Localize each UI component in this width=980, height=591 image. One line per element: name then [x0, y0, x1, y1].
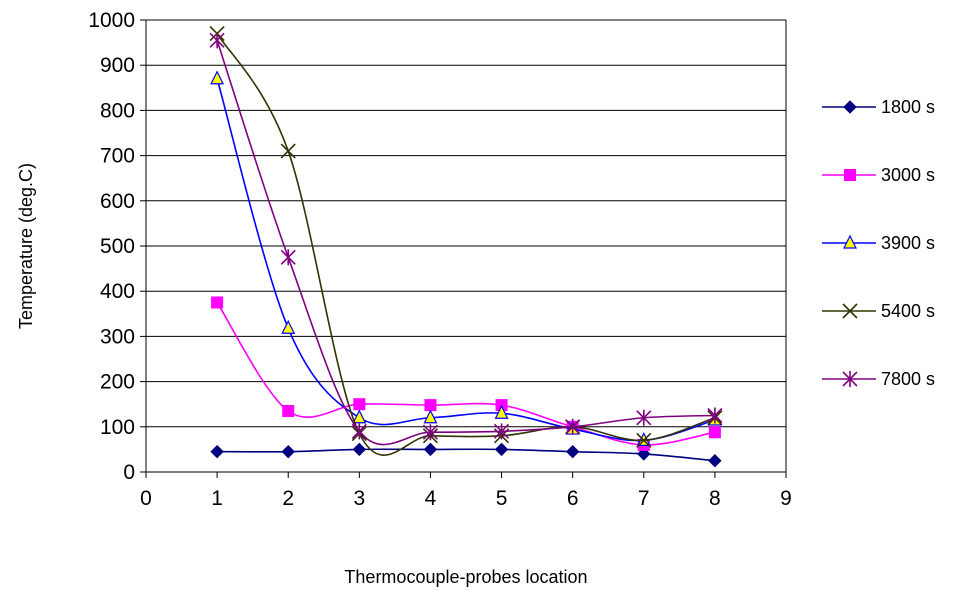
axes: [140, 19, 787, 478]
x-tick-label: 1: [211, 487, 223, 510]
x-axis-title: Thermocouple-probes location: [344, 567, 587, 587]
data-point-marker: [280, 249, 296, 266]
legend-entry: 3900 s: [822, 233, 935, 253]
data-point-marker: [565, 418, 581, 435]
y-tick-label: 400: [100, 280, 135, 303]
series-1: [210, 442, 722, 468]
series-5: [209, 32, 723, 446]
legend-label: 5400 s: [881, 301, 935, 321]
x-tick-label: 6: [567, 487, 579, 510]
legend-entry: 5400 s: [822, 301, 935, 321]
series-group: [209, 25, 723, 468]
data-point-marker: [353, 398, 366, 411]
data-point-marker: [424, 399, 437, 412]
legend-marker: [842, 303, 858, 319]
x-tick-label: 5: [496, 487, 508, 510]
y-tick-label: 900: [100, 54, 135, 77]
y-tick-label: 500: [100, 235, 135, 258]
data-point-marker: [211, 296, 224, 309]
legend-entry: 7800 s: [822, 369, 935, 389]
data-point-marker: [423, 409, 438, 424]
series-line: [216, 33, 716, 456]
x-tick-label: 9: [780, 487, 792, 510]
y-tick-label: 800: [100, 99, 135, 122]
data-point-marker: [352, 442, 367, 457]
y-tick-label: 700: [100, 145, 135, 168]
x-tick-label: 2: [282, 487, 294, 510]
legend-marker: [843, 100, 857, 114]
data-point-marker: [494, 404, 509, 419]
y-tick-label: 1000: [88, 9, 135, 32]
y-tick-label: 200: [100, 371, 135, 394]
x-tick-label: 0: [140, 487, 152, 510]
legend-marker: [843, 234, 857, 249]
data-point-marker: [708, 426, 721, 439]
y-axis-title: Temperature (deg.C): [16, 163, 36, 329]
data-point-marker: [210, 70, 225, 85]
data-point-marker: [281, 444, 295, 459]
data-point-marker: [351, 423, 367, 440]
data-point-marker: [707, 407, 723, 424]
legend-entry: 1800 s: [822, 97, 935, 117]
x-tick-label: 4: [425, 487, 437, 510]
legend-label: 7800 s: [881, 369, 935, 389]
data-point-marker: [209, 32, 225, 49]
legend-label: 1800 s: [881, 97, 935, 117]
data-point-marker: [708, 453, 722, 468]
data-point-marker: [493, 423, 510, 440]
data-point-marker: [422, 424, 439, 441]
data-point-marker: [636, 432, 652, 448]
legend: 1800 s 3000 s 3900 s 5400 s 7800 s: [822, 97, 935, 389]
data-point-marker: [281, 319, 296, 334]
data-point-marker: [636, 409, 652, 426]
data-point-marker: [352, 409, 367, 424]
legend-marker: [842, 371, 858, 387]
data-point-marker: [280, 143, 296, 159]
series-line: [217, 448, 715, 462]
data-point-marker: [637, 447, 651, 461]
x-tick-label: 3: [353, 487, 365, 510]
x-tick-label: 8: [709, 487, 721, 510]
y-tick-labels: 0 100 200 300 400 500 600 700 800 900 1000: [88, 9, 135, 484]
y-tick-label: 300: [100, 325, 135, 348]
y-tick-label: 0: [123, 461, 135, 484]
legend-label: 3000 s: [881, 165, 935, 185]
legend-entry: 3000 s: [822, 165, 935, 185]
x-tick-label: 7: [638, 487, 650, 510]
data-point-marker: [210, 444, 224, 459]
legend-label: 3900 s: [881, 233, 935, 253]
y-tick-label: 100: [100, 416, 135, 439]
legend-marker: [844, 169, 856, 181]
data-point-marker: [494, 442, 509, 457]
data-point-marker: [423, 442, 438, 457]
data-point-marker: [565, 444, 580, 459]
data-point-marker: [282, 404, 295, 417]
y-tick-label: 600: [100, 190, 135, 213]
x-tick-labels: 0 1 2 3 4 5 6 7 8 9: [140, 487, 792, 510]
